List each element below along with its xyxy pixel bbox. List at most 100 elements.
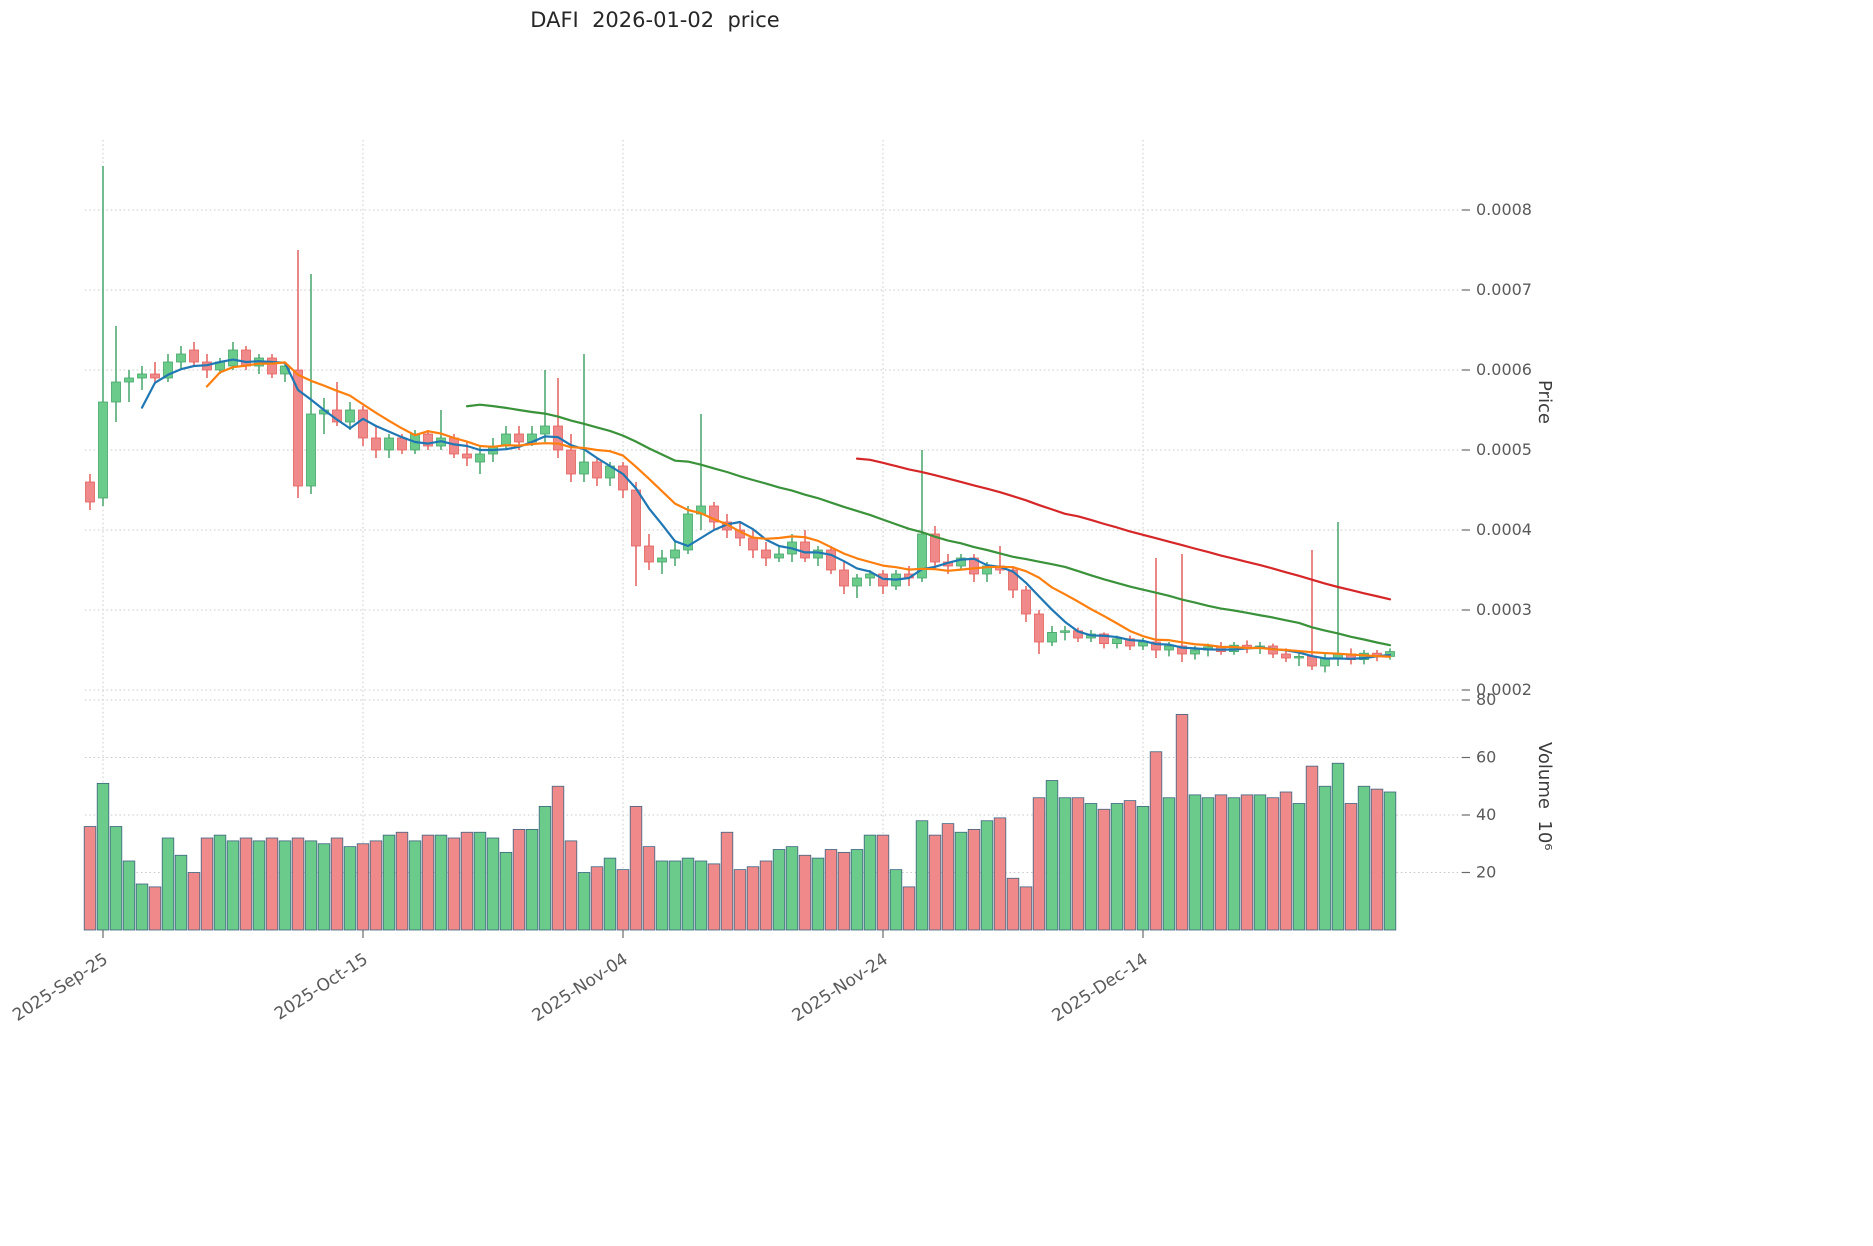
volume-bar — [889, 869, 903, 931]
volume-bar — [772, 849, 786, 931]
candle-body — [774, 553, 784, 559]
volume-bar — [1084, 803, 1098, 931]
volume-bar — [1188, 794, 1202, 931]
volume-bar — [785, 846, 799, 931]
volume-tick-label: 80 — [1476, 690, 1496, 709]
candle-body — [852, 577, 862, 587]
candle-body — [839, 569, 849, 587]
volume-bar — [824, 849, 838, 931]
volume-bar — [291, 837, 305, 931]
volume-bar — [473, 831, 487, 931]
volume-bar — [512, 828, 526, 931]
price-tick-label: 0.0007 — [1476, 280, 1532, 299]
price-tick-label: 0.0005 — [1476, 440, 1532, 459]
volume-bar — [1305, 765, 1319, 931]
volume-bar — [707, 863, 721, 931]
volume-bar — [1253, 794, 1267, 931]
candle-body — [917, 533, 927, 579]
volume-bar — [863, 834, 877, 931]
volume-bar — [980, 820, 994, 931]
candle-body — [1112, 638, 1122, 644]
ma-line-60 — [855, 457, 1392, 601]
candle-body — [462, 453, 472, 459]
volume-bar — [1357, 785, 1371, 931]
candle-body — [1099, 633, 1109, 645]
candle-body — [124, 377, 134, 383]
candle-body — [111, 381, 121, 403]
volume-bar — [239, 837, 253, 931]
candle-body — [1164, 645, 1174, 651]
date-tick-label: 2025-Oct-15 — [271, 949, 372, 1024]
volume-bar — [551, 785, 565, 931]
volume-bar — [1110, 803, 1124, 931]
candle-body — [670, 549, 680, 559]
volume-bar — [1162, 797, 1176, 931]
volume-bar — [200, 837, 214, 931]
price-tick-label: 0.0008 — [1476, 200, 1532, 219]
volume-bar — [330, 837, 344, 931]
volume-bar — [213, 834, 227, 931]
volume-bar — [1201, 797, 1215, 931]
volume-bar — [538, 805, 552, 931]
volume-bar — [109, 826, 123, 931]
volume-bar — [499, 851, 513, 931]
volume-bar — [161, 837, 175, 931]
candle-body — [683, 513, 693, 551]
volume-bar — [629, 805, 643, 931]
volume-bar — [1136, 805, 1150, 931]
volume-bar — [928, 834, 942, 931]
candle-body — [761, 549, 771, 559]
volume-bar — [941, 823, 955, 931]
volume-bar — [1214, 794, 1228, 931]
volume-bar — [1097, 808, 1111, 931]
candle-body — [1125, 638, 1135, 647]
candle-body — [85, 481, 95, 503]
volume-bar — [603, 857, 617, 931]
volume-bar — [1123, 800, 1137, 931]
volume-bar — [421, 834, 435, 931]
volume-bar — [1370, 788, 1384, 931]
candle-body — [800, 541, 810, 559]
candle-body — [371, 437, 381, 451]
volume-bar — [954, 831, 968, 931]
date-tick-label: 2025-Nov-04 — [529, 949, 632, 1026]
volume-bar — [1279, 791, 1293, 931]
candle-body — [540, 425, 550, 435]
volume-bar — [486, 837, 500, 931]
candle-body — [514, 433, 524, 443]
candle-body — [930, 533, 940, 563]
volume-bar — [252, 840, 266, 931]
volume-bar — [278, 840, 292, 931]
volume-bar — [642, 846, 656, 931]
candle-body — [748, 537, 758, 551]
candle-body — [98, 401, 108, 499]
volume-bar — [83, 826, 97, 931]
date-tick-label: 2025-Nov-24 — [789, 949, 892, 1026]
volume-bar — [304, 840, 318, 931]
volume-tick-label: 40 — [1476, 805, 1496, 824]
volume-bar — [447, 837, 461, 931]
volume-bar — [122, 860, 136, 931]
candle-body — [566, 449, 576, 475]
candle-body — [1034, 613, 1044, 643]
volume-bar — [577, 872, 591, 931]
price-axis-label: Price — [1534, 380, 1555, 424]
volume-bar — [1266, 797, 1280, 931]
volume-bar — [850, 849, 864, 931]
price-tick-label: 0.0002 — [1476, 680, 1532, 699]
volume-bar — [811, 857, 825, 931]
candle-body — [163, 361, 173, 379]
volume-bar — [460, 831, 474, 931]
candle-body — [423, 433, 433, 447]
ma-line-5 — [140, 358, 1392, 660]
volume-bar — [876, 834, 890, 931]
candle-body — [1190, 649, 1200, 655]
chart-title: DAFI 2026-01-02 price — [530, 8, 780, 32]
volume-bar — [993, 817, 1007, 931]
volume-bar — [902, 886, 916, 931]
volume-bar — [1383, 791, 1397, 931]
candle-body — [631, 489, 641, 547]
candle-body — [1151, 641, 1161, 651]
volume-bar — [317, 843, 331, 931]
volume-bar — [382, 834, 396, 931]
